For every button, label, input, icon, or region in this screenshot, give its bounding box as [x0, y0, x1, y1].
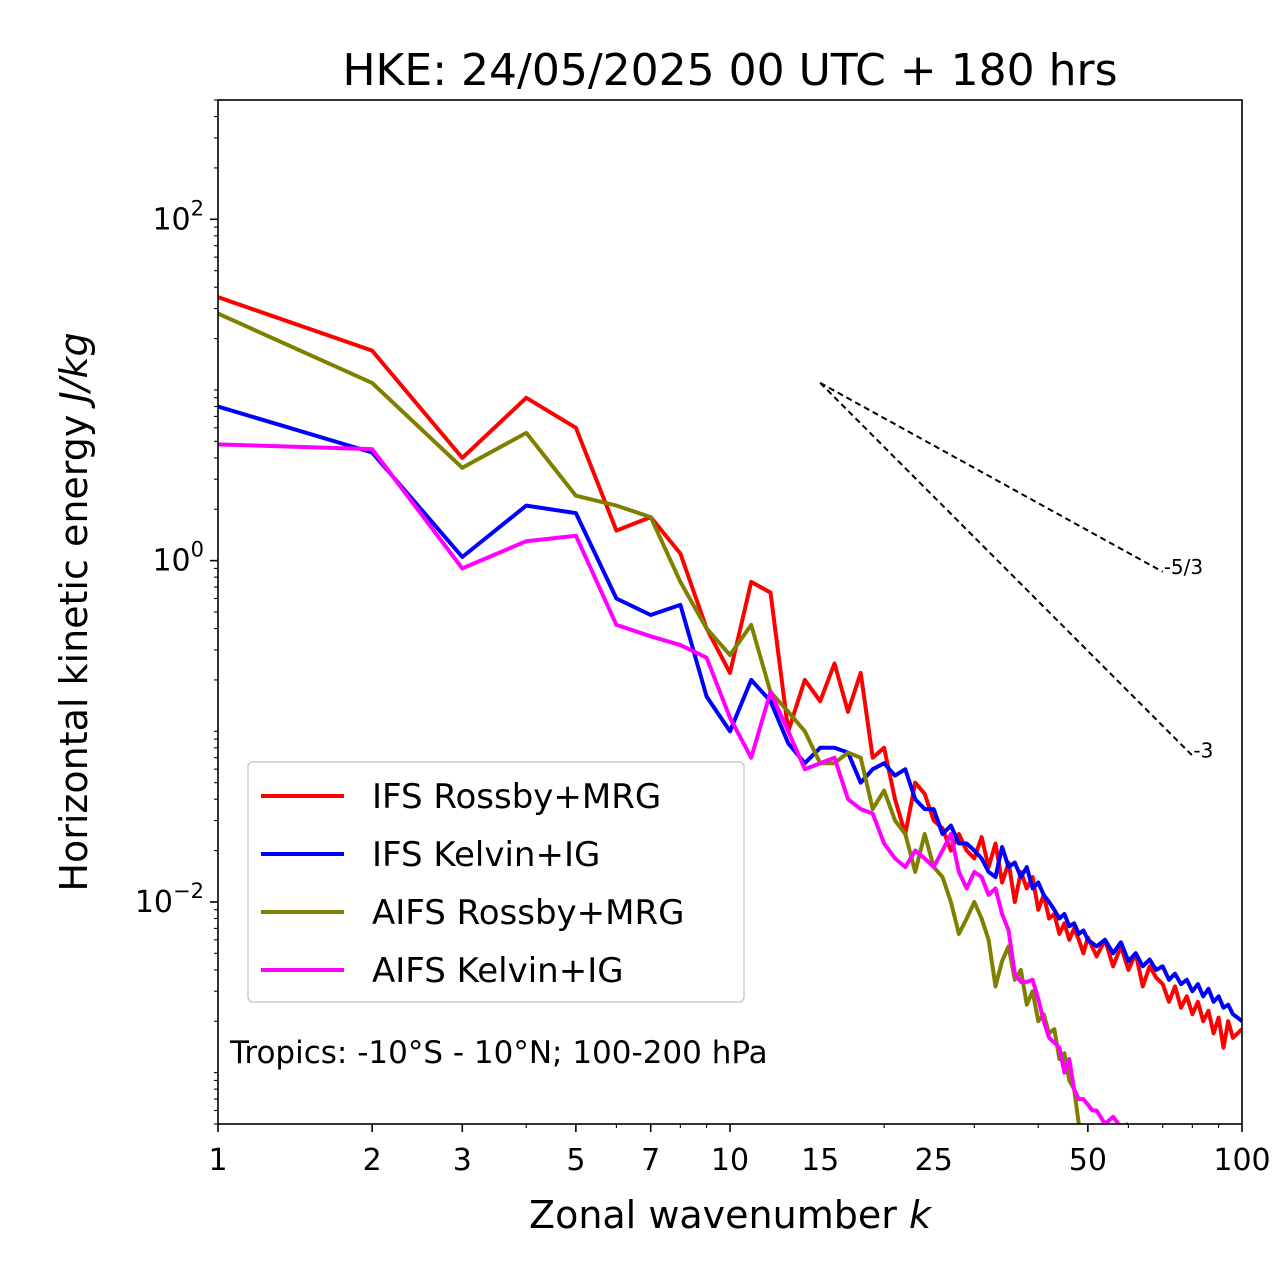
reference-slopes: -5/3 -3 — [819, 382, 1213, 763]
x-tick-label: 5 — [566, 1143, 585, 1178]
legend-label-1: IFS Kelvin+IG — [372, 835, 600, 875]
x-tick-label: 3 — [453, 1143, 472, 1178]
region-annotation: Tropics: -10°S - 10°N; 100-200 hPa — [229, 1035, 768, 1071]
slope-line-0 — [819, 382, 1164, 573]
y-axis-label: Horizontal kinetic energy J/kg — [52, 332, 96, 891]
x-tick-label: 100 — [1213, 1143, 1270, 1178]
legend-label-2: AIFS Rossby+MRG — [372, 893, 684, 933]
chart-title: HKE: 24/05/2025 00 UTC + 180 hrs — [342, 45, 1117, 96]
slope-label-1: -3 — [1193, 739, 1213, 763]
legend-box — [247, 761, 745, 1003]
x-tick-label: 10 — [711, 1143, 749, 1178]
x-axis: 1 2 3 5 7 10 15 25 50 100 — [208, 1124, 1271, 1178]
y-tick-label: 10−2 — [135, 879, 204, 920]
x-tick-label: 1 — [208, 1143, 227, 1178]
x-tick-label: 7 — [641, 1143, 660, 1178]
x-tick-label: 25 — [915, 1143, 953, 1178]
y-tick-label: 100 — [152, 538, 204, 579]
x-axis-label: Zonal wavenumber k — [529, 1193, 933, 1237]
x-tick-label: 15 — [801, 1143, 839, 1178]
x-tick-label: 2 — [363, 1143, 382, 1178]
x-tick-label: 50 — [1069, 1143, 1107, 1178]
series-line-3 — [218, 442, 1129, 1124]
legend-label-0: IFS Rossby+MRG — [372, 777, 661, 817]
series-line-2 — [218, 311, 1081, 1124]
legend: IFS Rossby+MRG IFS Kelvin+IG AIFS Rossby+M… — [247, 761, 745, 1003]
y-axis: 102 100 10−2 — [135, 99, 218, 1125]
legend-label-3: AIFS Kelvin+IG — [372, 951, 624, 991]
series-line-0 — [218, 295, 1242, 1050]
y-tick-label: 102 — [152, 196, 204, 237]
slope-label-0: -5/3 — [1164, 555, 1203, 579]
slope-line-1 — [819, 382, 1194, 757]
series-line-1 — [218, 404, 1242, 1023]
series-layer — [218, 295, 1242, 1124]
